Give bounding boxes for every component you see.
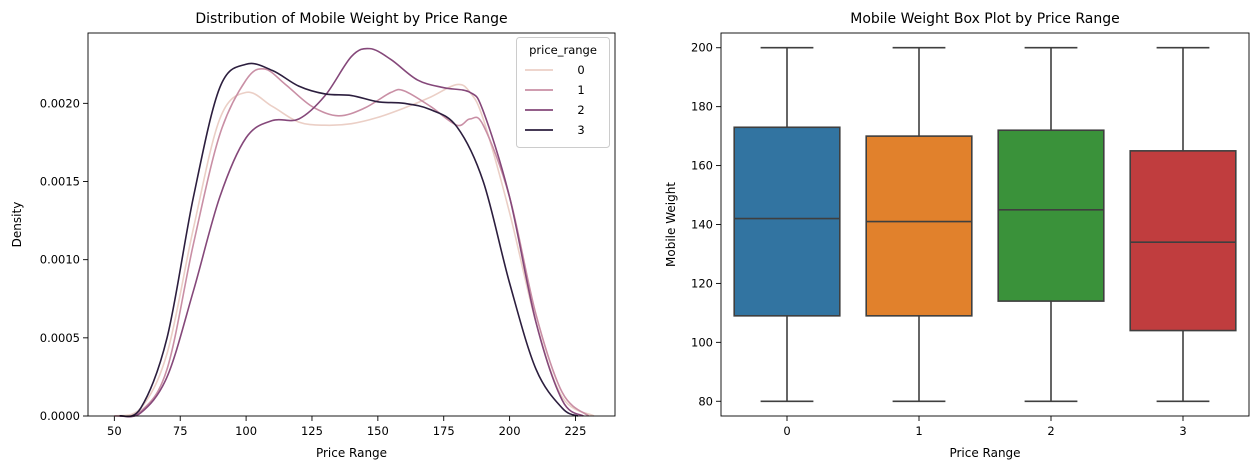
- box-iqr: [997, 129, 1105, 302]
- kde-xtick-label: 75: [173, 424, 188, 438]
- box-xtick-label: 2: [1047, 424, 1054, 438]
- box-ticks: 80 100 120 140 160 180 200 0 1 2 3: [691, 41, 1187, 438]
- legend-items: 0 1 2 3: [525, 63, 585, 137]
- kde-xtick-label: 200: [499, 424, 521, 438]
- kde-chart: Distribution of Mobile Weight by Price R…: [10, 11, 616, 460]
- kde-xtick-label: 125: [301, 424, 323, 438]
- box-iqr: [865, 135, 973, 317]
- box-xlabel: Price Range: [949, 446, 1020, 460]
- kde-line-2: [119, 47, 584, 418]
- kde-ytick-label: 0.0000: [40, 409, 80, 423]
- box-xtick-label: 0: [783, 424, 790, 438]
- box-chart: Mobile Weight Box Plot by Price Range 80…: [664, 11, 1250, 460]
- legend-box: [516, 37, 610, 148]
- box-ytick-label: 160: [691, 159, 713, 173]
- box-ytick-label: 120: [691, 276, 713, 290]
- box-xtick-label: 1: [915, 424, 922, 438]
- kde-ticks: 50 75 100 125 150 175 200 225 0.0000 0.0005 0.0010…: [40, 96, 587, 438]
- box-group-0: [733, 46, 841, 403]
- legend-label-3: 3: [577, 123, 584, 137]
- box-ytick-label: 180: [691, 100, 713, 114]
- box-plot-frame: [720, 32, 1250, 417]
- kde-line-0: [114, 83, 595, 417]
- kde-ytick-label: 0.0020: [40, 96, 80, 110]
- legend-label-2: 2: [577, 103, 584, 117]
- box-group-3: [1129, 46, 1237, 403]
- box-ytick-label: 80: [698, 394, 713, 408]
- kde-xtick-label: 50: [107, 424, 122, 438]
- kde-line-3: [119, 62, 579, 418]
- kde-ytick-label: 0.0005: [40, 331, 80, 345]
- kde-legend: price_range 0 1 2 3: [516, 37, 610, 148]
- legend-title: price_range: [529, 43, 597, 57]
- kde-xlabel: Price Range: [316, 446, 387, 460]
- box-ytick-label: 200: [691, 41, 713, 55]
- box-iqr: [1129, 150, 1237, 332]
- kde-title: Distribution of Mobile Weight by Price R…: [195, 11, 507, 27]
- box-group-1: [865, 46, 973, 403]
- kde-xtick-label: 225: [564, 424, 586, 438]
- kde-plot-frame: [87, 32, 616, 417]
- box-ytick-label: 100: [691, 335, 713, 349]
- box-ylabel: Mobile Weight: [664, 182, 678, 267]
- kde-xtick-label: 150: [367, 424, 389, 438]
- kde-ytick-label: 0.0010: [40, 253, 80, 267]
- kde-xtick-label: 175: [433, 424, 455, 438]
- kde-ytick-label: 0.0015: [40, 175, 80, 189]
- legend-label-1: 1: [577, 83, 584, 97]
- kde-ylabel: Density: [10, 202, 24, 248]
- legend-label-0: 0: [577, 63, 584, 77]
- box-title: Mobile Weight Box Plot by Price Range: [850, 11, 1120, 27]
- box-iqr: [733, 126, 841, 317]
- box-series: [733, 46, 1237, 403]
- kde-xtick-label: 100: [235, 424, 257, 438]
- box-xtick-label: 3: [1179, 424, 1186, 438]
- box-group-2: [997, 46, 1105, 403]
- kde-series: [114, 47, 595, 418]
- box-ytick-label: 140: [691, 218, 713, 232]
